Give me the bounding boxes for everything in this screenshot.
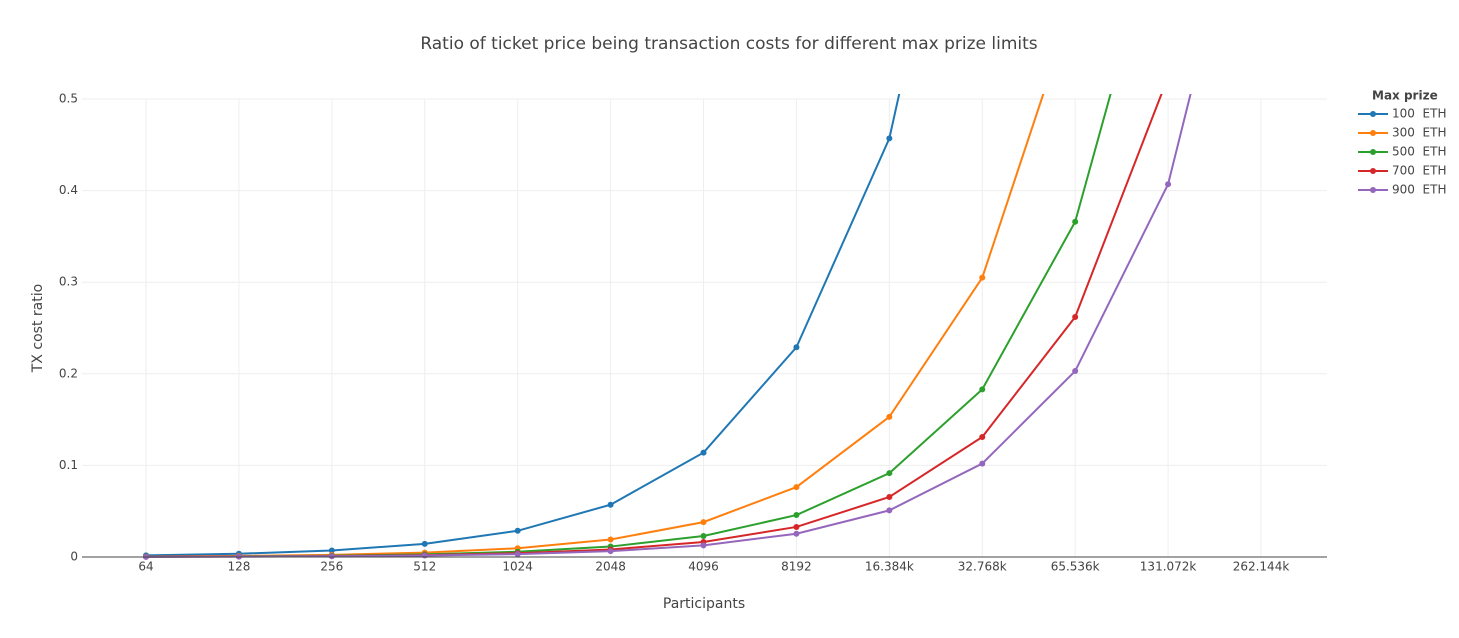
x-tick-label: 16.384k <box>865 560 914 574</box>
legend-marker <box>1370 130 1376 136</box>
data-point <box>793 512 800 519</box>
legend-marker <box>1370 111 1376 117</box>
data-point <box>421 552 428 559</box>
data-point <box>886 507 893 514</box>
data-point <box>421 540 428 547</box>
data-point <box>793 484 800 491</box>
data-point <box>700 533 707 540</box>
y-tick-label: 0 <box>70 550 78 564</box>
data-point <box>700 449 707 456</box>
data-point <box>979 460 986 467</box>
data-point <box>514 527 521 534</box>
data-point <box>328 547 335 554</box>
data-point <box>328 553 335 560</box>
x-tick-label: 131.072k <box>1140 560 1197 574</box>
data-point <box>700 542 707 549</box>
x-tick-label: 8192 <box>781 560 812 574</box>
data-point <box>979 274 986 281</box>
data-point <box>514 551 521 558</box>
legend-label: 500 ETH <box>1392 145 1446 159</box>
x-tick-label: 32.768k <box>958 560 1007 574</box>
data-point <box>1072 368 1079 375</box>
legend-marker <box>1370 149 1376 155</box>
legend-label: 700 ETH <box>1392 164 1446 178</box>
data-point <box>979 386 986 393</box>
data-point <box>1072 0 1078 1</box>
data-point <box>886 413 893 420</box>
y-tick-label: 0.4 <box>59 183 78 197</box>
series-line <box>146 94 1163 558</box>
y-axis-title: TX cost ratio <box>30 284 46 373</box>
data-point <box>886 494 893 501</box>
data-point <box>1072 218 1079 225</box>
y-tick-label: 0.3 <box>59 275 78 289</box>
y-tick-label: 0.2 <box>59 366 78 380</box>
legend-marker <box>1370 187 1376 193</box>
x-tick-label: 4096 <box>688 560 719 574</box>
legend-marker <box>1370 168 1376 174</box>
x-tick-label: 262.144k <box>1233 560 1290 574</box>
data-point <box>886 470 893 477</box>
x-tick-label: 256 <box>320 560 343 574</box>
x-tick-label: 128 <box>227 560 250 574</box>
data-point <box>607 548 614 555</box>
data-point <box>1165 181 1172 188</box>
data-point <box>607 501 614 508</box>
legend-label: 900 ETH <box>1392 183 1446 197</box>
x-tick-label: 2048 <box>595 560 626 574</box>
data-point <box>1072 314 1079 321</box>
x-tick-label: 512 <box>413 560 436 574</box>
legend-label: 100 ETH <box>1392 107 1446 121</box>
data-point <box>607 536 614 543</box>
series-line <box>145 94 901 557</box>
data-point <box>1165 74 1171 80</box>
data-point <box>793 523 800 530</box>
chart-title: Ratio of ticket price being transaction … <box>420 34 1037 54</box>
legend-label: 300 ETH <box>1392 126 1446 140</box>
x-axis-title: Participants <box>663 596 745 612</box>
data-point <box>793 530 800 537</box>
series-line <box>146 94 1112 558</box>
y-tick-label: 0.1 <box>59 458 78 472</box>
data-point <box>979 434 986 441</box>
data-point <box>886 135 893 142</box>
y-tick-label: 0.5 <box>59 92 78 106</box>
data-point <box>700 519 707 526</box>
x-tick-label: 1024 <box>502 560 533 574</box>
data-point <box>793 344 800 351</box>
x-tick-label: 64 <box>138 560 153 574</box>
x-tick-label: 65.536k <box>1051 560 1100 574</box>
legend-title: Max prize <box>1372 89 1438 103</box>
